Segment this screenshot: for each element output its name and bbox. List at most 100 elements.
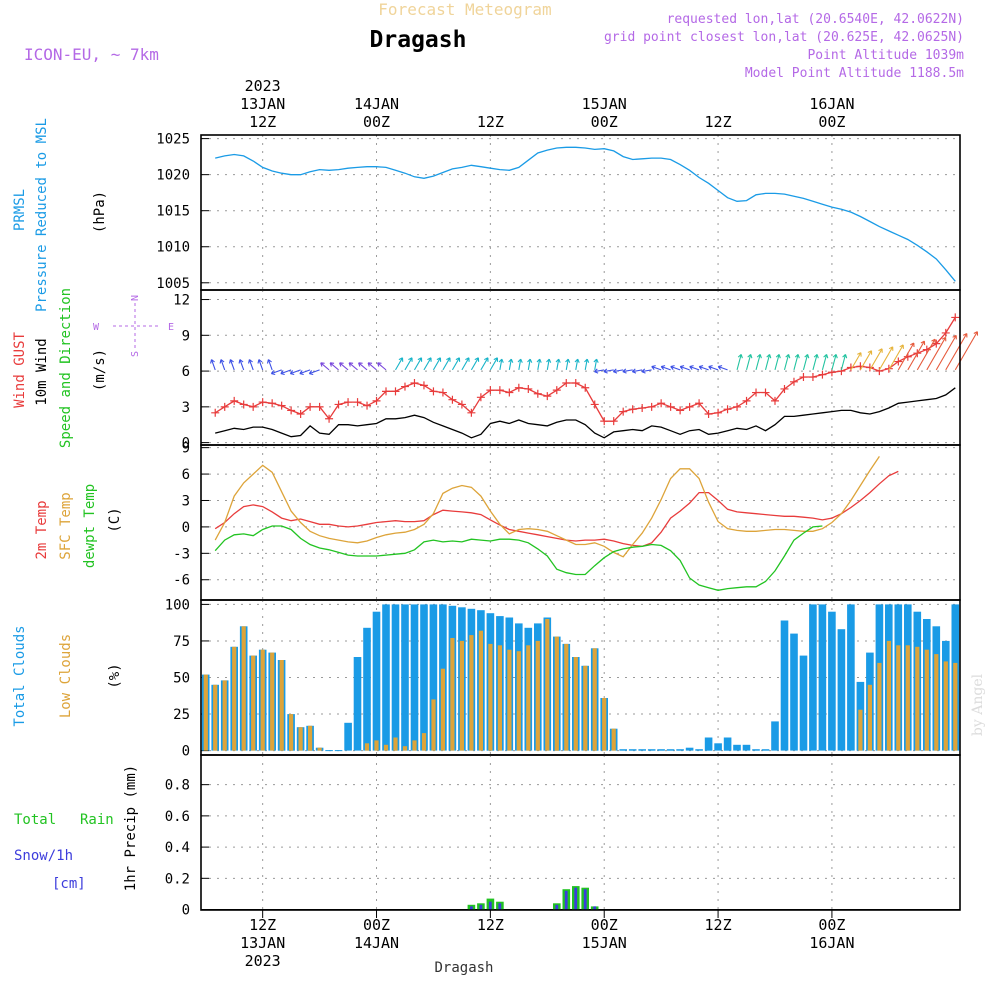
- total-clouds-bar: [363, 627, 371, 751]
- gust-point: [220, 402, 229, 411]
- panel-labels: PRMSL Pressure Reduced to MSL (hPa) Wind…: [12, 118, 174, 892]
- low-clouds-bar: [478, 630, 483, 751]
- total-clouds-bar: [771, 721, 779, 751]
- low-clouds-bar: [516, 651, 521, 751]
- gust-point: [590, 400, 599, 409]
- clouds-panel: 100 75 50 25 0: [165, 597, 961, 760]
- gust-point: [514, 383, 523, 392]
- total-clouds-bar: [619, 749, 627, 751]
- wind-direction-arrow: [219, 359, 226, 371]
- total-clouds-bar: [666, 749, 675, 751]
- low-clouds-bar: [260, 649, 265, 751]
- low-clouds-bar: [383, 744, 389, 751]
- gust-point: [704, 410, 713, 418]
- y-tick-label: 100: [165, 597, 190, 613]
- total-clouds-label: Total Clouds: [12, 625, 28, 726]
- bottom-year-label: 2023: [245, 952, 281, 970]
- gust-point: [495, 386, 504, 395]
- low-clouds-bar: [308, 725, 313, 751]
- gust-point: [894, 357, 903, 366]
- gust-point: [884, 364, 893, 373]
- total-clouds-bar: [818, 604, 827, 751]
- wind-direction-arrow: [783, 353, 791, 371]
- gust-point: [505, 388, 514, 397]
- wind-direction-arrow: [377, 362, 387, 371]
- top-time-label: 00Z: [818, 113, 845, 131]
- y-tick-label: 0: [182, 744, 190, 760]
- low-clouds-bar: [203, 674, 208, 751]
- low-clouds-bar: [554, 636, 559, 751]
- low-clouds-bar: [317, 747, 322, 751]
- snow-bar: [593, 906, 597, 910]
- pressure-unit-label: (hPa): [92, 191, 108, 233]
- wind-direction-arrow: [270, 369, 282, 376]
- wind-direction-arrow: [508, 358, 514, 370]
- low-clouds-bar: [943, 661, 948, 751]
- total-clouds-bar: [638, 749, 646, 751]
- prmsl-label: PRMSL: [12, 189, 28, 231]
- gust-point: [666, 402, 675, 411]
- y-tick-label: 9: [182, 441, 190, 457]
- wind-direction-arrow: [461, 357, 470, 371]
- low-clouds-bar: [440, 668, 445, 751]
- total-clouds-bar: [647, 749, 656, 751]
- pressure-panel: 1025 1020 1015 1010 1005: [156, 132, 961, 292]
- footer-location: Dragash: [434, 960, 493, 976]
- wind-direction-arrow: [926, 336, 947, 371]
- wind-direction-arrow: [679, 365, 690, 371]
- panel-frame: [200, 134, 961, 291]
- top-time-label: 12Z: [249, 113, 276, 131]
- compass-n: N: [130, 295, 141, 301]
- y-tick-label: -6: [173, 573, 190, 589]
- gust-point: [268, 399, 277, 408]
- requested-coords: requested lon,lat (20.6540E, 42.0622N): [667, 12, 964, 27]
- gust-point: [657, 399, 666, 408]
- total-clouds-bar: [714, 743, 722, 751]
- y-tick-label: 0: [182, 903, 190, 919]
- top-time-label: 00Z: [363, 113, 390, 131]
- wind-direction-arrow: [367, 362, 377, 371]
- low-clouds-bar: [374, 740, 379, 751]
- total-clouds-bar: [429, 604, 438, 751]
- low-clouds-bar: [583, 665, 588, 751]
- low-clouds-bar: [393, 737, 398, 751]
- wind-direction-arrow: [850, 352, 862, 371]
- y-tick-label: -3: [173, 546, 190, 562]
- dewpt-temp-line: [214, 525, 823, 591]
- wind-direction-arrow: [266, 359, 273, 371]
- gust-point: [581, 383, 590, 392]
- snow-bar: [583, 889, 587, 910]
- wind-unit-label: (m/s): [92, 349, 108, 391]
- top-date-label: 15JAN: [582, 95, 627, 113]
- location-title: Dragash: [370, 27, 467, 53]
- wind-direction-arrow: [565, 358, 571, 370]
- y-tick-label: 12: [173, 293, 190, 309]
- prmsl-desc-label: Pressure Reduced to MSL: [34, 118, 50, 312]
- total-clouds-bar: [676, 749, 684, 751]
- wind-panel: 12 9 6 3 0: [173, 290, 979, 452]
- wind-direction-arrow: [888, 344, 904, 371]
- wind-direction-arrow: [395, 357, 404, 371]
- gust-point: [230, 396, 239, 405]
- wind-direction-arrow: [480, 357, 489, 371]
- low-clouds-bar: [488, 643, 493, 751]
- wind-direction-arrow: [470, 357, 480, 371]
- compass-w: W: [93, 322, 100, 333]
- total-clouds-bar: [628, 749, 637, 751]
- total-clouds-bar: [401, 604, 409, 751]
- gust-point: [818, 370, 827, 379]
- wind-direction-arrow: [945, 333, 968, 371]
- gust-point: [846, 363, 855, 372]
- 10m-wind-line: [215, 387, 956, 439]
- y-tick-label: 3: [182, 400, 190, 416]
- wind-direction-arrow: [802, 353, 810, 371]
- y-tick-label: 0.8: [165, 778, 190, 794]
- top-time-label: 00Z: [591, 113, 618, 131]
- bottom-date-label: 16JAN: [809, 934, 854, 952]
- total-clouds-bar: [344, 722, 352, 751]
- y-tick-label: 1015: [156, 204, 190, 220]
- top-date-label: 13JAN: [240, 95, 285, 113]
- gust-point: [277, 401, 286, 410]
- gust-point: [865, 363, 874, 372]
- gust-point: [391, 387, 400, 396]
